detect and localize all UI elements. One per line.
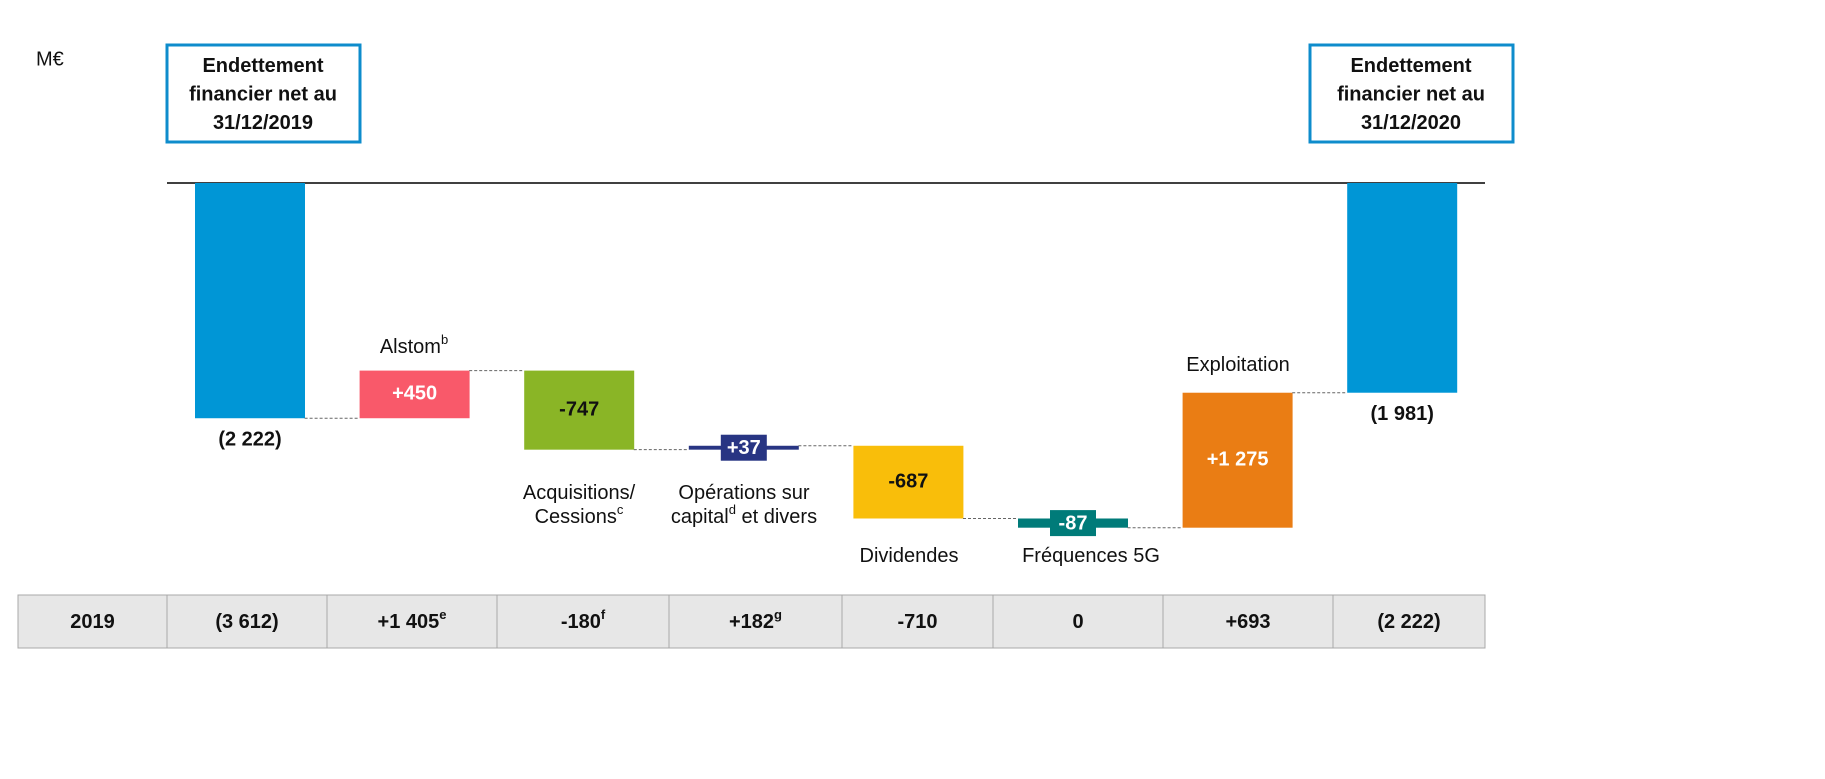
text-run: 31/12/2020	[1361, 112, 1461, 134]
superscript: d	[729, 502, 736, 517]
superscript: g	[774, 607, 782, 622]
text-run: et divers	[736, 506, 817, 528]
value-label: -87	[1059, 512, 1088, 534]
table-text: (3 612)	[215, 611, 278, 633]
text-run: +693	[1225, 611, 1270, 633]
value-label: -747	[559, 398, 599, 420]
category-label: financier net au	[1337, 84, 1485, 106]
table-text: +182g	[729, 607, 782, 633]
category-label: Dividendes	[860, 545, 959, 567]
text-run: Fréquences 5G	[1022, 545, 1160, 567]
table-cell	[496, 594, 670, 649]
table-cell	[1162, 594, 1334, 649]
value-label: (2 222)	[218, 429, 281, 451]
text-run: Endettement	[202, 55, 323, 77]
bar	[524, 370, 635, 450]
label-box	[165, 43, 362, 144]
text-run: Acquisitions/	[523, 482, 636, 504]
category-label: financier net au	[189, 84, 337, 106]
category-label: Acquisitions/	[523, 482, 636, 504]
category-label: Alstomb	[380, 332, 448, 358]
superscript: b	[441, 332, 448, 347]
text-run: +182	[729, 611, 774, 633]
category-label: 31/12/2020	[1361, 112, 1461, 134]
text-run: 31/12/2019	[213, 112, 313, 134]
text-run: (2 222)	[1377, 611, 1440, 633]
text-run: -180	[561, 611, 601, 633]
text-run: capital	[671, 506, 729, 528]
label-box	[1308, 43, 1515, 144]
category-label: Exploitation	[1186, 354, 1289, 376]
text-run: 0	[1072, 611, 1083, 633]
category-label: Endettement	[202, 55, 323, 77]
bar	[195, 183, 305, 419]
superscript: e	[439, 607, 446, 622]
bar	[1347, 183, 1458, 393]
value-label-box	[1050, 510, 1096, 537]
unit-label: M€	[36, 48, 64, 70]
bar	[853, 445, 964, 519]
superscript: c	[617, 502, 624, 517]
text-run: 2019	[70, 611, 115, 633]
table-cell	[841, 594, 994, 649]
superscript: f	[601, 607, 606, 622]
table-cell	[668, 594, 843, 649]
table-text: +1 405e	[378, 607, 447, 633]
value-label: +450	[392, 383, 437, 405]
text-run: (3 612)	[215, 611, 278, 633]
value-label: +1 275	[1207, 448, 1269, 470]
table-text: -710	[897, 611, 937, 633]
text-run: Alstom	[380, 336, 441, 358]
text-run: Cessions	[535, 506, 617, 528]
text-run: financier net au	[1337, 84, 1485, 106]
category-label: Endettement	[1350, 55, 1471, 77]
table-cell	[17, 594, 168, 649]
category-label: Fréquences 5G	[1022, 545, 1160, 567]
table-cell	[992, 594, 1164, 649]
value-label: +37	[727, 437, 761, 459]
table-text: +693	[1225, 611, 1270, 633]
bar	[1182, 392, 1293, 528]
text-run: Exploitation	[1186, 354, 1289, 376]
category-label: Opérations sur	[678, 482, 810, 504]
category-label: 31/12/2019	[213, 112, 313, 134]
text-run: +1 405	[378, 611, 440, 633]
table-cell	[1332, 594, 1486, 649]
table-cell	[166, 594, 328, 649]
table-text: -180f	[561, 607, 606, 633]
value-label: (1 981)	[1371, 403, 1434, 425]
text-run: -710	[897, 611, 937, 633]
table-text: 0	[1072, 611, 1083, 633]
text-run: financier net au	[189, 84, 337, 106]
category-label: capitald et divers	[671, 502, 817, 528]
bar	[359, 370, 470, 419]
text-run: Endettement	[1350, 55, 1471, 77]
text-run: Dividendes	[860, 545, 959, 567]
value-label-box	[720, 434, 767, 461]
table-text: (2 222)	[1377, 611, 1440, 633]
text-run: Opérations sur	[678, 482, 810, 504]
value-label: -687	[888, 470, 928, 492]
category-label: Cessionsc	[535, 502, 624, 528]
table-text: 2019	[70, 611, 115, 633]
